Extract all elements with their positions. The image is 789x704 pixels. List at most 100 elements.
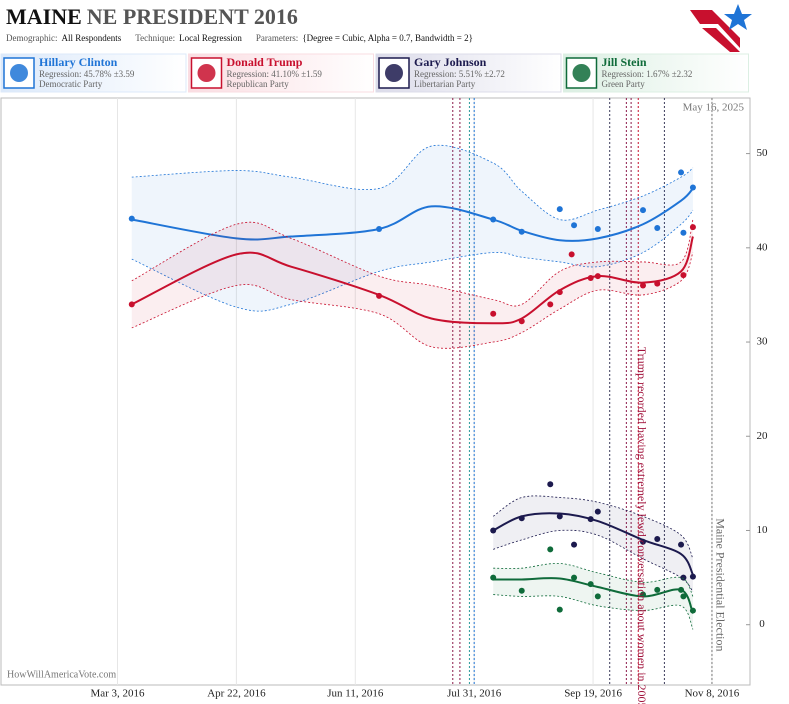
y-tick-label: 50 (757, 147, 769, 159)
poll-point (490, 310, 497, 317)
logo-stripe (690, 10, 740, 48)
param-value: All Respondents (61, 33, 121, 43)
legend-name: Gary Johnson (414, 55, 487, 69)
poll-point (556, 289, 563, 296)
param-value: Local Regression (179, 33, 242, 43)
band-upper (131, 144, 694, 221)
poll-point (678, 169, 685, 176)
poll-point (594, 593, 601, 600)
confidence-band (493, 495, 693, 592)
poll-point (689, 184, 696, 191)
band-lower (131, 209, 694, 312)
legend-party: Democratic Party (39, 79, 103, 89)
poll-point (128, 301, 135, 308)
poll-point (640, 282, 646, 289)
y-tick-label: 20 (757, 430, 769, 442)
y-tick-label: 30 (757, 336, 769, 348)
poll-point (680, 229, 687, 236)
confidence-band (131, 219, 693, 349)
poll-point (680, 574, 687, 581)
legend-icon-glyph (572, 64, 591, 82)
poll-point (547, 481, 554, 488)
poll-point (556, 513, 563, 520)
poll-point (518, 515, 525, 522)
y-tick-label: 0 (759, 618, 765, 630)
legend-party: Republican Party (227, 79, 290, 89)
poll-point (556, 606, 563, 613)
poll-point (678, 541, 685, 548)
poll-point (376, 292, 383, 299)
poll-point (518, 228, 525, 235)
legend-regression: Regression: 5.51% ±2.72 (414, 69, 505, 79)
legend-icon-glyph (197, 64, 216, 82)
poll-point (518, 318, 525, 325)
legend-name: Donald Trump (227, 55, 303, 69)
poll-point (490, 574, 497, 581)
date-label: May 16, 2025 (683, 102, 745, 114)
x-tick-label: Apr 22, 2016 (207, 688, 266, 700)
band-upper (493, 562, 694, 597)
poll-point (556, 206, 563, 213)
title-rest: NE PRESIDENT 2016 (87, 4, 298, 29)
watermark: HowWillAmericaVote.com (7, 669, 116, 680)
title-bold: MAINE (6, 4, 82, 29)
legend-regression: Regression: 41.10% ±1.59 (227, 69, 323, 79)
poll-point (490, 527, 497, 534)
poll-point (547, 301, 554, 308)
poll-point (654, 280, 661, 287)
band-upper (131, 219, 694, 307)
poll-point (547, 546, 554, 553)
parameters: Demographic: All Respondents Technique: Loc… (6, 33, 473, 43)
legend-party: Libertarian Party (414, 79, 476, 89)
legend-name: Jill Stein (602, 55, 647, 69)
legend-name: Hillary Clinton (39, 55, 118, 69)
poll-point (594, 508, 601, 515)
logo-star (724, 4, 752, 30)
param-label: Demographic: (6, 33, 57, 43)
poll-point (568, 251, 575, 258)
poll-point (518, 587, 525, 594)
poll-point (689, 224, 696, 231)
legend-regression: Regression: 1.67% ±2.32 (602, 69, 693, 79)
x-tick-label: Jun 11, 2016 (327, 688, 384, 700)
x-tick-label: Nov 8, 2016 (685, 688, 740, 700)
plot-frame (0, 97, 751, 686)
poll-point (594, 273, 601, 280)
param-value: {Degree = Cubic, Alpha = 0.7, Bandwidth … (302, 33, 473, 43)
title: MAINE NE PRESIDENT 2016 (6, 4, 298, 29)
annotation: Maine Presidential Election (713, 518, 727, 651)
poll-point (571, 574, 578, 581)
poll-point (490, 216, 497, 223)
poll-point (654, 225, 661, 232)
poll-point (689, 607, 696, 614)
x-tick-label: Sep 19, 2016 (564, 688, 622, 700)
x-tick-label: Jul 31, 2016 (447, 688, 502, 700)
legend-regression: Regression: 45.78% ±3.59 (39, 69, 135, 79)
poll-point (571, 222, 578, 229)
legend-party: Green Party (602, 79, 646, 89)
poll-point (680, 272, 687, 279)
legend-icon-glyph (10, 64, 28, 82)
confidence-band (131, 145, 693, 312)
param-label: Technique: (135, 33, 175, 43)
poll-point (640, 538, 646, 545)
legend-icon-glyph (385, 64, 403, 82)
poll-point (594, 225, 601, 232)
poll-point (678, 586, 685, 593)
param-label: Parameters: (256, 33, 298, 43)
logo-stripe (702, 28, 740, 52)
poll-point (654, 586, 661, 593)
x-tick-label: Mar 3, 2016 (90, 688, 145, 700)
poll-point (571, 541, 578, 548)
regression-line (131, 187, 694, 242)
annotation: Trump recorded having extremely lewd con… (635, 347, 649, 704)
poll-point (680, 593, 687, 600)
poll-point (587, 274, 594, 281)
y-tick-label: 40 (757, 241, 769, 253)
poll-point (587, 581, 594, 588)
poll-point (654, 535, 661, 542)
y-tick-label: 10 (757, 524, 769, 536)
confidence-band (493, 563, 693, 630)
